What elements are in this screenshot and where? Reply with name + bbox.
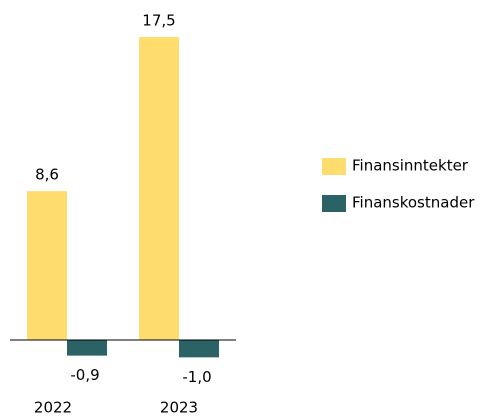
legend-label: Finansinntekter bbox=[352, 157, 469, 175]
bar bbox=[67, 340, 107, 356]
value-label: -0,9 bbox=[70, 366, 99, 384]
value-label: -1,0 bbox=[182, 368, 211, 386]
legend-swatch bbox=[322, 158, 346, 175]
value-label: 17,5 bbox=[142, 12, 175, 30]
x-tick-label: 2022 bbox=[34, 399, 72, 417]
x-tick-label: 2023 bbox=[160, 399, 198, 417]
value-label: 8,6 bbox=[35, 166, 59, 184]
legend-swatch bbox=[322, 195, 346, 212]
bar bbox=[139, 37, 179, 341]
legend-label: Finanskostnader bbox=[352, 194, 475, 212]
bar bbox=[27, 191, 67, 341]
bar bbox=[179, 340, 219, 358]
